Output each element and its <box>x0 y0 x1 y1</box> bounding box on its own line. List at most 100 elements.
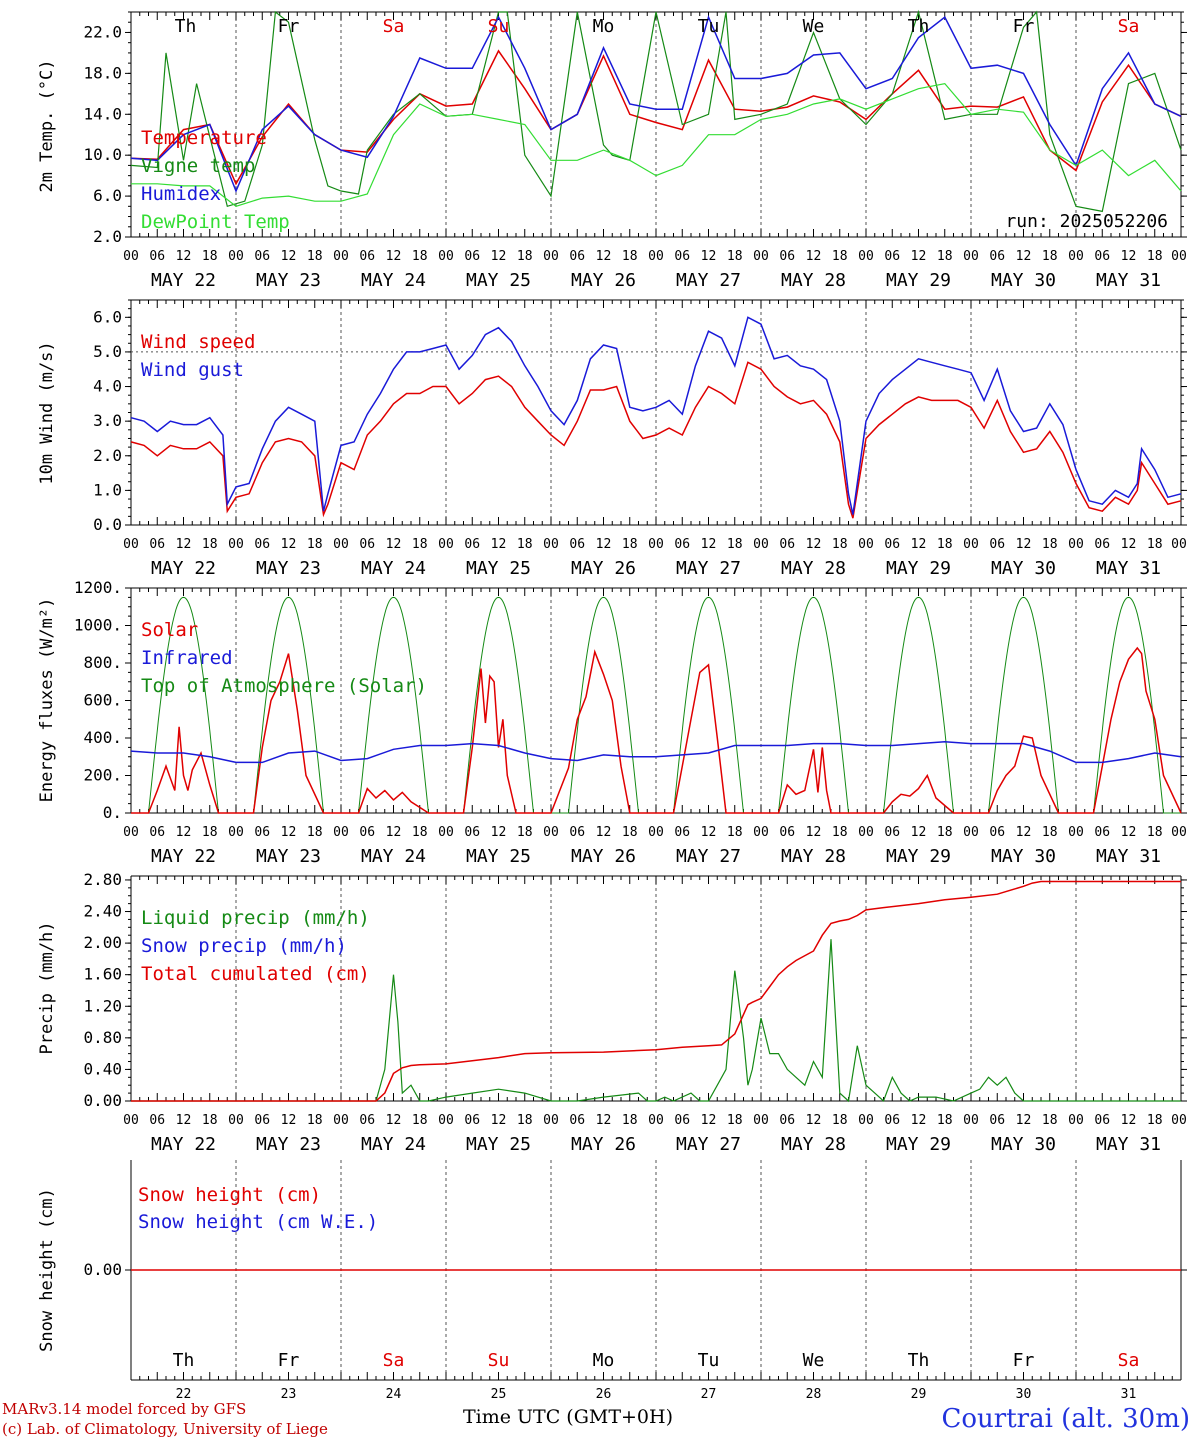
hour-tick-label: 18 <box>517 537 533 552</box>
hour-tick-label: 12 <box>491 825 507 840</box>
hour-tick-label: 00 <box>333 825 349 840</box>
hour-tick-label: 12 <box>1121 825 1137 840</box>
hour-tick-label: 06 <box>674 537 690 552</box>
day-label: MAY 24 <box>361 558 426 579</box>
hour-tick-label: 00 <box>858 249 874 264</box>
hour-tick-label: 00 <box>1171 537 1187 552</box>
day-name-top: Th <box>175 16 197 37</box>
hour-tick-label: 18 <box>727 825 743 840</box>
legend-entry: Infrared <box>141 647 233 669</box>
hour-tick-label: 18 <box>412 825 428 840</box>
hour-tick-label: 06 <box>149 249 165 264</box>
day-label: MAY 31 <box>1096 1134 1161 1155</box>
day-name-top: Th <box>908 16 930 37</box>
hour-tick-label: 12 <box>281 1113 297 1128</box>
hour-tick-label: 06 <box>674 1113 690 1128</box>
day-label: MAY 27 <box>676 270 741 291</box>
y-tick-label: 1000. <box>74 616 122 635</box>
hour-tick-label: 12 <box>806 1113 822 1128</box>
hour-tick-label: 00 <box>1068 537 1084 552</box>
hour-tick-label: 12 <box>281 825 297 840</box>
series-total-cumulated-cm <box>131 880 1181 1102</box>
day-label: MAY 24 <box>361 846 426 867</box>
hour-tick-label: 06 <box>464 1113 480 1128</box>
y-tick-label: 18.0 <box>83 63 122 82</box>
day-name-top: Tu <box>698 16 720 37</box>
hour-tick-label: 12 <box>911 537 927 552</box>
legend-entry: Snow height (cm) <box>138 1184 321 1206</box>
hour-tick-label: 18 <box>1042 537 1058 552</box>
hour-tick-label: 12 <box>176 1113 192 1128</box>
hour-tick-label: 18 <box>622 249 638 264</box>
hour-tick-label: 00 <box>123 825 139 840</box>
legend-entry: Wind gust <box>141 359 244 381</box>
hour-tick-label: 00 <box>543 537 559 552</box>
day-label: MAY 23 <box>256 558 321 579</box>
panel-3: 0. 200. 400. 600. 800. 1000. 1200. Energy fluxe… <box>37 578 1187 867</box>
hour-tick-label: 06 <box>884 249 900 264</box>
day-label: MAY 29 <box>886 846 951 867</box>
day-label: MAY 26 <box>571 1134 636 1155</box>
day-name-top: Mo <box>593 16 615 37</box>
hour-tick-label: 00 <box>963 825 979 840</box>
day-number: 23 <box>281 1387 297 1402</box>
hour-tick-label: 12 <box>1016 1113 1032 1128</box>
hour-tick-label: 18 <box>517 1113 533 1128</box>
day-number: 31 <box>1121 1387 1137 1402</box>
day-name-bottom: We <box>803 1350 825 1371</box>
y-tick-label: 0. <box>103 803 122 822</box>
legend-entry: Top of Atmosphere (Solar) <box>141 675 427 697</box>
series-liquid-precip-mm-h <box>131 939 1181 1103</box>
day-name-bottom: Tu <box>698 1350 720 1371</box>
hour-tick-label: 06 <box>884 825 900 840</box>
hour-tick-label: 12 <box>701 825 717 840</box>
day-label: MAY 26 <box>571 270 636 291</box>
y-tick-label: 10.0 <box>83 145 122 164</box>
hour-tick-label: 18 <box>937 825 953 840</box>
hour-tick-label: 18 <box>727 249 743 264</box>
series-humidex <box>130 14 1182 193</box>
hour-tick-label: 06 <box>1094 537 1110 552</box>
panel-5: 0.00 Snow height (cm) Snow height (cm) Snow… <box>37 1160 1187 1381</box>
hour-tick-label: 06 <box>989 537 1005 552</box>
hour-tick-label: 12 <box>386 249 402 264</box>
hour-tick-label: 00 <box>753 249 769 264</box>
hour-tick-label: 18 <box>1147 825 1163 840</box>
y-tick-label: 0.00 <box>83 1260 122 1279</box>
hour-tick-label: 18 <box>202 1113 218 1128</box>
hour-tick-label: 00 <box>753 1113 769 1128</box>
hour-tick-label: 18 <box>412 537 428 552</box>
hour-tick-label: 00 <box>963 1113 979 1128</box>
day-label: MAY 31 <box>1096 270 1161 291</box>
panel-1: 2.0 6.0 10.0 14.0 18.0 22.0 2m Temp. (°C) Tempe… <box>37 9 1187 291</box>
legend-entry: Vigne temp <box>141 155 255 177</box>
hour-tick-label: 00 <box>333 249 349 264</box>
day-name-top: Sa <box>1118 16 1140 37</box>
day-label: MAY 24 <box>361 1134 426 1155</box>
day-label: MAY 22 <box>151 558 216 579</box>
hour-tick-label: 06 <box>989 1113 1005 1128</box>
hour-tick-label: 18 <box>1147 1113 1163 1128</box>
hour-tick-label: 06 <box>464 537 480 552</box>
hour-tick-label: 12 <box>386 537 402 552</box>
legend-entry: Solar <box>141 619 198 641</box>
hour-tick-label: 06 <box>1094 825 1110 840</box>
y-tick-label: 22.0 <box>83 22 122 41</box>
hour-tick-label: 00 <box>543 1113 559 1128</box>
legend-entry: DewPoint Temp <box>141 211 290 233</box>
y-tick-label: 0.80 <box>83 1028 122 1047</box>
y-tick-label: 0.0 <box>93 515 122 534</box>
day-label: MAY 26 <box>571 846 636 867</box>
hour-tick-label: 00 <box>333 537 349 552</box>
hour-tick-label: 12 <box>806 825 822 840</box>
hour-tick-label: 00 <box>123 537 139 552</box>
hour-tick-label: 06 <box>884 537 900 552</box>
hour-tick-label: 12 <box>386 1113 402 1128</box>
y-tick-label: 1.20 <box>83 996 122 1015</box>
hour-tick-label: 00 <box>858 1113 874 1128</box>
y-axis-title: 2m Temp. (°C) <box>37 59 57 192</box>
hour-tick-label: 18 <box>622 825 638 840</box>
hour-tick-label: 12 <box>701 249 717 264</box>
hour-tick-label: 00 <box>753 537 769 552</box>
